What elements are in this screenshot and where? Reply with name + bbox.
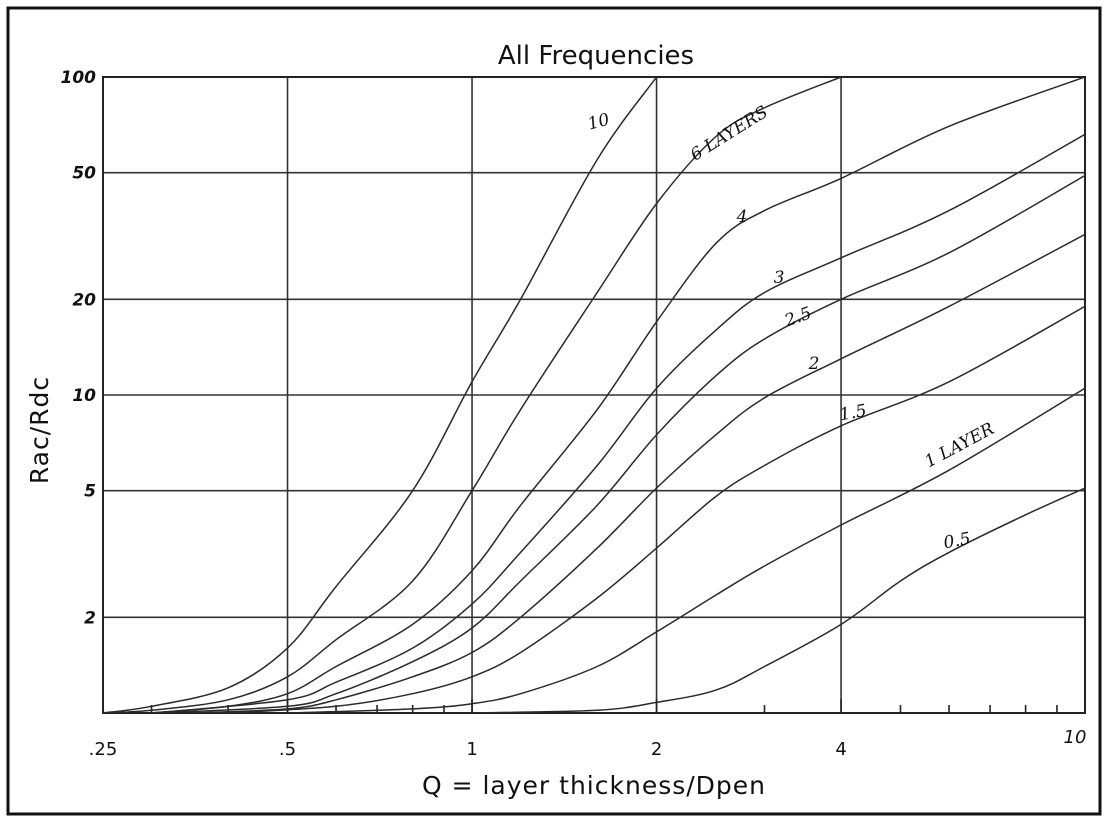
y-tick-label: 5: [84, 482, 96, 502]
curve-2-5: [151, 174, 1085, 713]
curve-10: [103, 77, 658, 713]
curve-1-5: [228, 305, 1085, 713]
x-tick-label: 10: [1064, 727, 1087, 748]
curve-label-6-layers: 6 LAYERS: [687, 102, 772, 165]
y-tick-label: 2: [84, 608, 96, 628]
y-tick-label: 20: [72, 290, 96, 310]
tick-labels: .25 .5 1 2 4 10 2 5 10 20 50 100: [61, 68, 1087, 760]
x-tick-label: 1: [466, 739, 477, 760]
curve-label-0-5: 0.5: [942, 529, 972, 553]
curve-4: [151, 77, 1085, 713]
curve-3: [151, 133, 1085, 713]
y-tick-label: 50: [72, 164, 96, 184]
chart-title: All Frequencies: [498, 41, 694, 71]
outer-frame: [6, 6, 1102, 816]
grid-lines: [103, 77, 1085, 713]
curve-label-1-5: 1.5: [838, 401, 868, 425]
curve-label-10: 10: [586, 110, 612, 135]
x-tick-label: 2: [651, 739, 662, 760]
x-tick-label: 4: [835, 739, 846, 760]
curve-label-4: 4: [736, 207, 748, 227]
curve-label-2: 2: [808, 354, 820, 374]
y-tick-label: 100: [61, 68, 97, 88]
y-axis-label: Rac/Rdc: [25, 376, 54, 484]
curve-2: [192, 233, 1085, 713]
plot-area: [102, 76, 1086, 714]
curve-0-5: [471, 487, 1085, 713]
x-tick-label: .25: [89, 739, 118, 760]
x-axis-label: Q = layer thickness/Dpen: [422, 771, 766, 800]
x-tick-label: .5: [279, 739, 296, 760]
curves: [103, 77, 1085, 713]
y-tick-label: 10: [72, 386, 96, 406]
curve-label-3: 3: [774, 268, 785, 288]
curve-6-layers: [103, 77, 842, 713]
curve-1-layer: [287, 387, 1085, 713]
